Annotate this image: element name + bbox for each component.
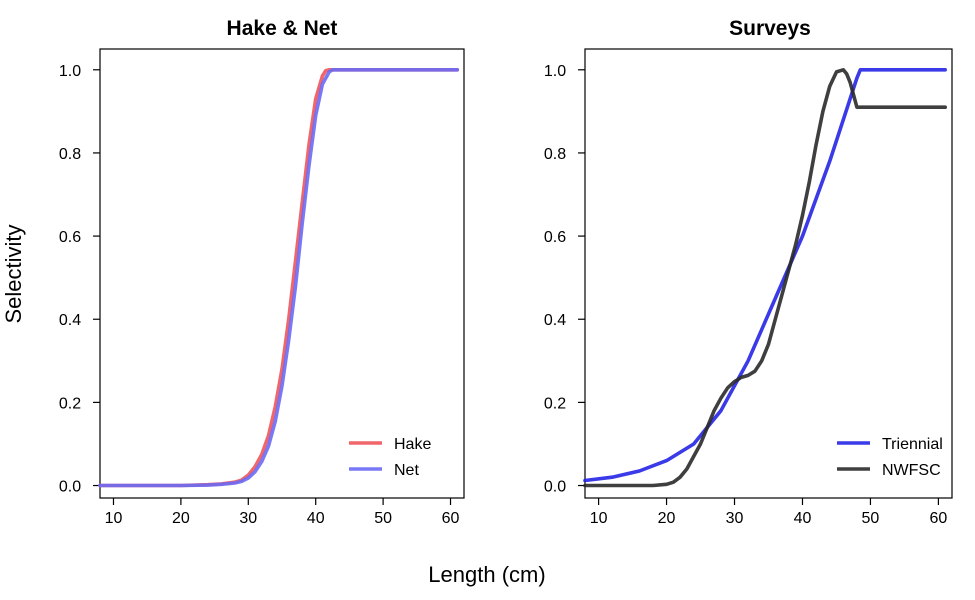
- x-tick-label: 20: [172, 510, 190, 527]
- legend-label-nwfsc: NWFSC: [882, 462, 941, 479]
- surveys-panel: Surveys 10 20 30 40 50 60 0.0 0.2 0.4 0.6 0.8 1.0 Tr…: [544, 17, 953, 527]
- y-tick-label: 0.2: [544, 395, 566, 412]
- hake-net-panel: Hake & Net 10 20 30 40 50 60 0.0 0.2 0.4 0.6 0.8 1.…: [59, 17, 465, 527]
- plot-frame: [584, 48, 953, 499]
- y-tick-label: 0.8: [59, 146, 81, 163]
- series-line-hake: [98, 68, 460, 488]
- legend-label-net: Net: [394, 462, 419, 479]
- x-tick-label: 10: [105, 510, 123, 527]
- y-tick-label: 0.2: [59, 395, 81, 412]
- plot-frame: [99, 48, 465, 499]
- y-tick-label: 0.0: [59, 479, 81, 496]
- y-tick-label: 0.6: [59, 229, 81, 246]
- y-tick-label: 0.4: [59, 312, 81, 329]
- panel-title-surveys: Surveys: [729, 17, 811, 40]
- x-tick-label: 50: [862, 510, 880, 527]
- panel-title-hake-net: Hake & Net: [227, 17, 338, 40]
- y-tick-label: 0.6: [544, 229, 566, 246]
- x-axis-label: Length (cm): [428, 562, 545, 587]
- series-line-triennial: [583, 68, 948, 483]
- legend-label-triennial: Triennial: [882, 436, 943, 453]
- x-tick-label: 30: [239, 510, 257, 527]
- x-tick-label: 40: [794, 510, 812, 527]
- y-tick-label: 0.8: [544, 146, 566, 163]
- y-tick-label: 0.0: [544, 479, 566, 496]
- x-tick-label: 30: [726, 510, 744, 527]
- y-tick-label: 1.0: [544, 63, 566, 80]
- y-tick-label: 0.4: [544, 312, 566, 329]
- y-tick-label: 1.0: [59, 63, 81, 80]
- series-line-nwfsc: [583, 68, 948, 488]
- x-tick-label: 40: [307, 510, 325, 527]
- y-axis-label: Selectivity: [1, 224, 26, 323]
- legend-label-hake: Hake: [394, 436, 431, 453]
- x-tick-label: 60: [442, 510, 460, 527]
- series-line-net: [98, 68, 460, 488]
- x-tick-label: 20: [658, 510, 676, 527]
- x-tick-label: 50: [374, 510, 392, 527]
- x-tick-label: 60: [930, 510, 948, 527]
- x-tick-label: 10: [590, 510, 608, 527]
